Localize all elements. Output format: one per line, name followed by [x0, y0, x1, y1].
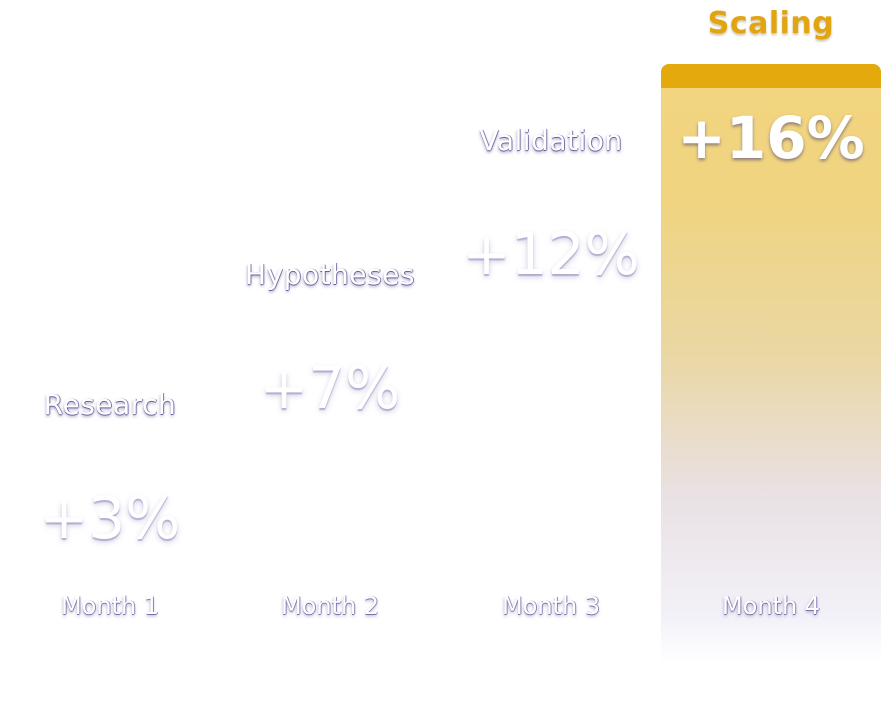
value-label-3: +12%: [462, 220, 640, 288]
stage-label-3: Validation: [479, 124, 623, 157]
chart-column-2: Hypotheses +7% Month 2: [220, 0, 440, 720]
month-label-3: Month 3: [501, 592, 601, 620]
month-label-2: Month 2: [280, 592, 380, 620]
highlight-bar: [661, 64, 881, 664]
chart-column-3: Validation +12% Month 3: [441, 0, 661, 720]
chart-column-1: Research +3% Month 1: [0, 0, 220, 720]
value-label-2: +7%: [259, 354, 401, 422]
highlight-bar-cap: [661, 64, 881, 88]
value-label-4: +16%: [677, 104, 865, 172]
stage-label-2: Hypotheses: [245, 258, 415, 291]
chart-column-4: Scaling +16% Month 4: [661, 0, 881, 720]
month-label-4: Month 4: [721, 592, 821, 620]
stage-label-4: Scaling: [707, 6, 835, 41]
stage-label-1: Research: [43, 388, 177, 421]
month-label-1: Month 1: [60, 592, 160, 620]
value-label-1: +3%: [39, 484, 181, 552]
